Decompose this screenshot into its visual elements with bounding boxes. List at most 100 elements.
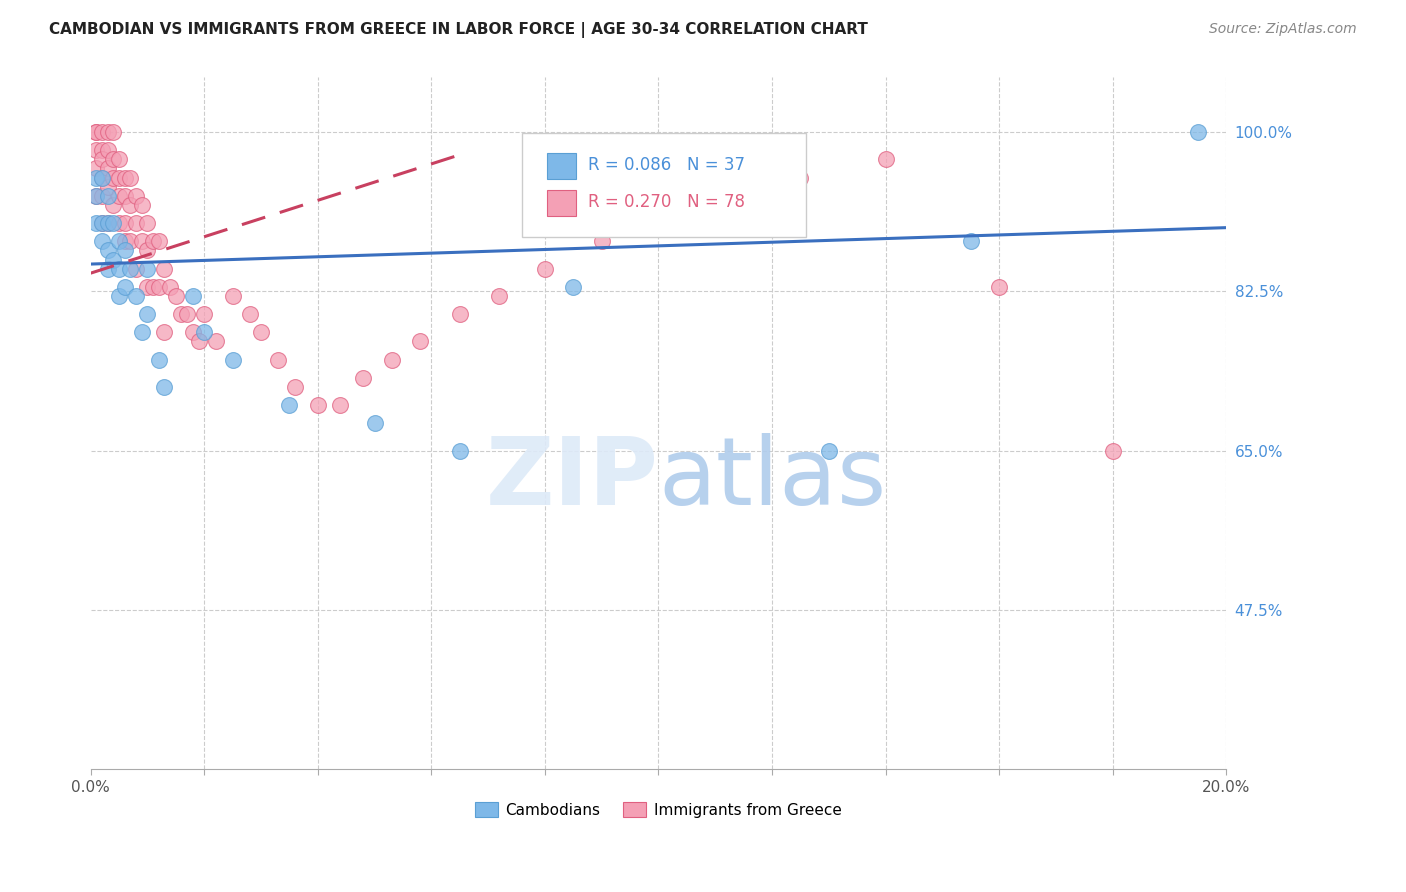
Point <box>329 398 352 412</box>
Point <box>534 261 557 276</box>
Point <box>91 170 114 185</box>
Point <box>187 334 209 349</box>
Point <box>176 307 198 321</box>
Point <box>278 398 301 412</box>
Point <box>193 326 215 340</box>
Point <box>159 280 181 294</box>
Point <box>120 235 142 249</box>
Point <box>449 443 471 458</box>
Point <box>562 280 585 294</box>
Point <box>647 216 669 230</box>
Point <box>789 170 811 185</box>
Point <box>91 143 114 157</box>
Point <box>108 261 131 276</box>
Point <box>170 307 193 321</box>
Point <box>84 143 107 157</box>
Point <box>97 244 120 258</box>
Point <box>148 280 170 294</box>
Point <box>153 380 176 394</box>
Point <box>108 235 131 249</box>
Point <box>84 125 107 139</box>
Point <box>409 334 432 349</box>
Point <box>97 143 120 157</box>
Point <box>1187 125 1209 139</box>
Point <box>1101 443 1123 458</box>
Point <box>136 280 159 294</box>
Point <box>193 307 215 321</box>
Point <box>380 352 402 367</box>
Text: ZIP: ZIP <box>485 433 658 524</box>
Point <box>142 280 165 294</box>
Point <box>488 289 510 303</box>
Point <box>148 235 170 249</box>
Point <box>84 170 107 185</box>
Point <box>250 326 273 340</box>
FancyBboxPatch shape <box>547 189 575 216</box>
Point <box>108 170 131 185</box>
Point <box>181 326 204 340</box>
Point <box>103 216 125 230</box>
Point <box>91 188 114 202</box>
Point <box>136 261 159 276</box>
Point <box>91 170 114 185</box>
Point <box>221 289 243 303</box>
Point <box>114 235 136 249</box>
Point <box>267 352 290 367</box>
Point <box>136 244 159 258</box>
Point <box>125 261 148 276</box>
Point <box>125 289 148 303</box>
Point <box>131 235 153 249</box>
Point <box>136 216 159 230</box>
FancyBboxPatch shape <box>547 153 575 179</box>
Point <box>363 417 385 431</box>
Text: R = 0.270   N = 78: R = 0.270 N = 78 <box>588 193 745 211</box>
Point <box>97 161 120 176</box>
Point <box>988 280 1011 294</box>
Text: Source: ZipAtlas.com: Source: ZipAtlas.com <box>1209 22 1357 37</box>
Point <box>284 380 307 394</box>
Point <box>221 352 243 367</box>
Point <box>114 216 136 230</box>
Point <box>114 170 136 185</box>
Text: CAMBODIAN VS IMMIGRANTS FROM GREECE IN LABOR FORCE | AGE 30-34 CORRELATION CHART: CAMBODIAN VS IMMIGRANTS FROM GREECE IN L… <box>49 22 868 38</box>
Point <box>125 188 148 202</box>
Point <box>307 398 329 412</box>
Point <box>103 198 125 212</box>
Point <box>91 216 114 230</box>
FancyBboxPatch shape <box>522 133 806 236</box>
Point <box>114 280 136 294</box>
Point <box>181 289 204 303</box>
Point <box>449 307 471 321</box>
Text: atlas: atlas <box>658 433 887 524</box>
Point <box>103 153 125 167</box>
Point <box>120 170 142 185</box>
Point <box>84 216 107 230</box>
Point <box>142 235 165 249</box>
Point <box>91 153 114 167</box>
Point <box>97 179 120 194</box>
Point <box>959 235 981 249</box>
Point <box>239 307 262 321</box>
Point <box>91 125 114 139</box>
Point <box>97 261 120 276</box>
Point <box>131 326 153 340</box>
Point <box>114 244 136 258</box>
Point <box>103 125 125 139</box>
Point <box>103 252 125 267</box>
Point <box>204 334 226 349</box>
Point <box>153 326 176 340</box>
Text: R = 0.086   N = 37: R = 0.086 N = 37 <box>588 156 745 174</box>
Point <box>84 188 107 202</box>
Point <box>114 188 136 202</box>
Point <box>103 170 125 185</box>
Point <box>352 371 374 385</box>
Point <box>120 198 142 212</box>
Point <box>148 352 170 367</box>
Point <box>91 235 114 249</box>
Point <box>97 216 120 230</box>
Point <box>84 161 107 176</box>
Point <box>817 443 839 458</box>
Point <box>591 235 613 249</box>
Point <box>97 125 120 139</box>
Point <box>108 188 131 202</box>
